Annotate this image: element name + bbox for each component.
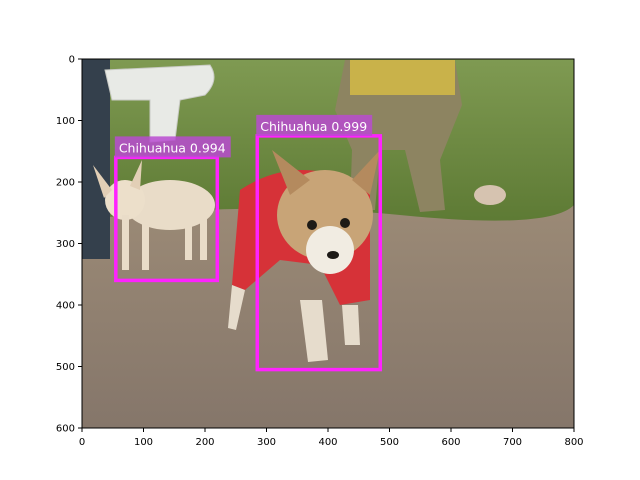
detection-label: Chihuahua 0.999 bbox=[260, 119, 367, 134]
detection-label-background bbox=[114, 136, 231, 158]
detection-label-background bbox=[256, 114, 373, 136]
x-tick-label: 200 bbox=[195, 437, 214, 448]
detection-label: Chihuahua 0.994 bbox=[119, 140, 226, 155]
y-tick-label: 400 bbox=[56, 301, 75, 312]
person-legs bbox=[82, 59, 110, 259]
x-tick-label: 600 bbox=[441, 437, 460, 448]
y-tick-label: 300 bbox=[56, 239, 75, 250]
background-dog bbox=[474, 185, 506, 205]
y-tick-label: 500 bbox=[56, 362, 75, 373]
x-tick-label: 0 bbox=[79, 437, 85, 448]
photo bbox=[82, 59, 574, 428]
chihuahua-red-jacket bbox=[228, 150, 380, 362]
y-tick-label: 100 bbox=[56, 116, 75, 127]
y-axis: 0 100 200 300 400 500 600 bbox=[56, 55, 82, 435]
chair bbox=[104, 64, 215, 143]
x-tick-label: 100 bbox=[134, 437, 153, 448]
detections-layer: Chihuahua 0.994 Chihuahua 0.999 bbox=[114, 114, 383, 372]
x-tick-label: 800 bbox=[564, 437, 583, 448]
x-tick-label: 500 bbox=[380, 437, 399, 448]
y-tick-label: 600 bbox=[56, 424, 75, 435]
x-tick-label: 300 bbox=[257, 437, 276, 448]
y-tick-label: 0 bbox=[69, 55, 75, 66]
x-axis: 0 100 200 300 400 500 600 700 800 bbox=[79, 428, 584, 448]
x-tick-label: 700 bbox=[503, 437, 522, 448]
x-tick-label: 400 bbox=[318, 437, 337, 448]
y-tick-label: 200 bbox=[56, 178, 75, 189]
